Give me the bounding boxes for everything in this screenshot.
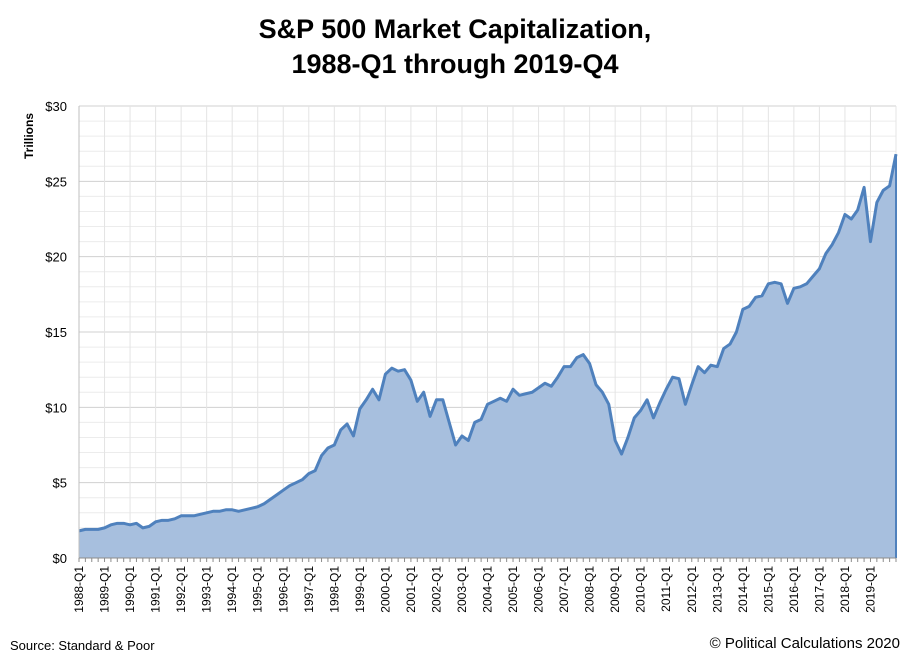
x-tick-label: 1991-Q1 bbox=[149, 566, 163, 613]
x-tick-label: 2001-Q1 bbox=[404, 566, 418, 613]
x-tick-label: 1994-Q1 bbox=[225, 566, 239, 613]
y-tick-label: $10 bbox=[45, 400, 67, 415]
x-tick-label: 2002-Q1 bbox=[429, 566, 443, 613]
x-tick-label: 2016-Q1 bbox=[787, 566, 801, 613]
source-note: Source: Standard & Poor bbox=[10, 638, 155, 653]
x-tick-label: 2010-Q1 bbox=[634, 566, 648, 613]
x-tick-label: 2004-Q1 bbox=[481, 566, 495, 613]
x-tick-label: 2000-Q1 bbox=[378, 566, 392, 613]
x-tick-label: 1992-Q1 bbox=[174, 566, 188, 613]
x-tick-label: 1997-Q1 bbox=[302, 566, 316, 613]
x-tick-label: 1990-Q1 bbox=[123, 566, 137, 613]
x-tick-label: 2014-Q1 bbox=[736, 566, 750, 613]
x-tick-label: 2011-Q1 bbox=[659, 566, 673, 612]
axes bbox=[78, 106, 897, 562]
y-tick-label: $30 bbox=[45, 99, 67, 114]
chart-subtitle: 1988-Q1 through 2019-Q4 bbox=[291, 49, 619, 79]
x-tick-label: 1989-Q1 bbox=[98, 566, 112, 613]
x-tick-label: 2009-Q1 bbox=[608, 566, 622, 613]
chart-title-block: S&P 500 Market Capitalization, 1988-Q1 t… bbox=[0, 12, 910, 82]
x-tick-label: 1988-Q1 bbox=[72, 566, 86, 613]
x-tick-label: 2015-Q1 bbox=[761, 566, 775, 613]
x-tick-label: 1995-Q1 bbox=[251, 566, 265, 613]
copyright-note: © Political Calculations 2020 bbox=[709, 635, 900, 652]
x-axis-labels: 1988-Q1 1989-Q1 1990-Q1 1991-Q1 1992-Q1 1993-… bbox=[72, 566, 877, 613]
y-tick-label: $25 bbox=[45, 174, 67, 189]
x-tick-label: 2007-Q1 bbox=[557, 566, 571, 613]
y-axis-labels: $0 $5 $10 $15 $20 $25 $30 bbox=[45, 99, 67, 566]
y-tick-label: $15 bbox=[45, 325, 67, 340]
x-tick-label: 1999-Q1 bbox=[353, 566, 367, 613]
x-tick-label: 2012-Q1 bbox=[685, 566, 699, 613]
y-axis-title: Trillions bbox=[22, 113, 36, 159]
y-tick-label: $5 bbox=[53, 476, 67, 491]
x-tick-label: 2018-Q1 bbox=[838, 566, 852, 613]
area-layer bbox=[78, 153, 898, 558]
x-tick-label: 2013-Q1 bbox=[710, 566, 724, 613]
y-tick-label: $0 bbox=[53, 551, 67, 566]
x-tick-label: 2003-Q1 bbox=[455, 566, 469, 613]
series-line bbox=[78, 153, 898, 533]
x-tick-label: 2019-Q1 bbox=[863, 566, 877, 613]
x-tick-label: 1996-Q1 bbox=[276, 566, 290, 613]
x-tick-label: 2005-Q1 bbox=[506, 566, 520, 613]
series-area-fill bbox=[79, 154, 896, 558]
y-tick-label: $20 bbox=[45, 250, 67, 265]
x-tick-label: 1993-Q1 bbox=[200, 566, 214, 613]
x-tick-label: 2008-Q1 bbox=[583, 566, 597, 613]
x-tick-label: 1998-Q1 bbox=[327, 566, 341, 613]
x-tick-label: 2017-Q1 bbox=[812, 566, 826, 613]
x-tick-label: 2006-Q1 bbox=[532, 566, 546, 613]
chart-title: S&P 500 Market Capitalization, bbox=[258, 14, 652, 44]
